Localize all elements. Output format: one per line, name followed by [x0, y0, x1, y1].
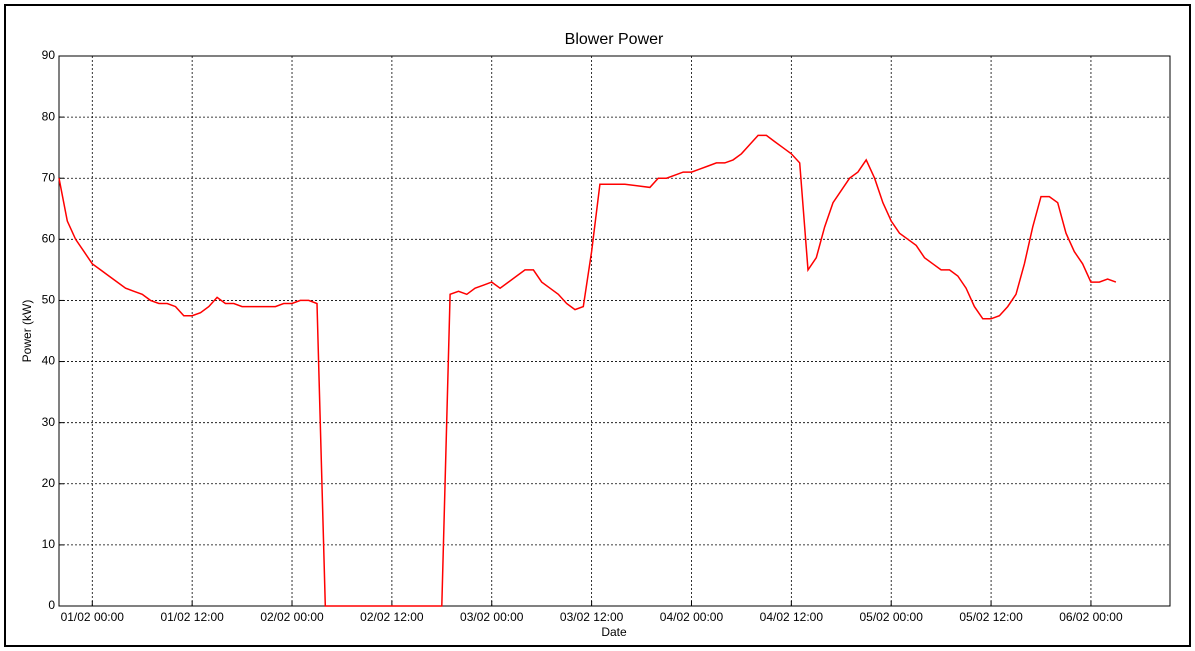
x-tick-label: 03/02 00:00: [460, 610, 524, 624]
y-axis-label: Power (kW): [20, 300, 34, 363]
data-line: [58, 134, 1117, 607]
y-tick-label: 0: [48, 598, 55, 612]
x-tick-label: 03/02 12:00: [560, 610, 624, 624]
y-tick-label: 60: [42, 232, 56, 246]
y-tick-label: 40: [42, 354, 56, 368]
x-tick-label: 01/02 12:00: [160, 610, 224, 624]
plot-area: [59, 56, 1170, 606]
y-tick-label: 70: [42, 170, 56, 184]
y-tick-label: 80: [42, 109, 56, 123]
x-tick-label: 04/02 00:00: [660, 610, 724, 624]
x-tick-label: 05/02 12:00: [959, 610, 1023, 624]
y-tick-label: 30: [42, 415, 56, 429]
chart-title: Blower Power: [565, 31, 664, 48]
y-tick-label: 10: [42, 537, 56, 551]
x-tick-label: 04/02 12:00: [760, 610, 824, 624]
x-tick-label: 06/02 00:00: [1059, 610, 1123, 624]
x-axis-label: Date: [601, 625, 627, 639]
plot-border: [58, 55, 1171, 607]
y-tick-label: 20: [42, 476, 56, 490]
y-tick-label: 90: [42, 48, 56, 62]
x-tick-label: 02/02 12:00: [360, 610, 424, 624]
x-tick-label: 05/02 00:00: [860, 610, 924, 624]
x-tick-label: 02/02 00:00: [260, 610, 324, 624]
x-tick-label: 01/02 00:00: [61, 610, 125, 624]
y-tick-label: 50: [42, 293, 56, 307]
